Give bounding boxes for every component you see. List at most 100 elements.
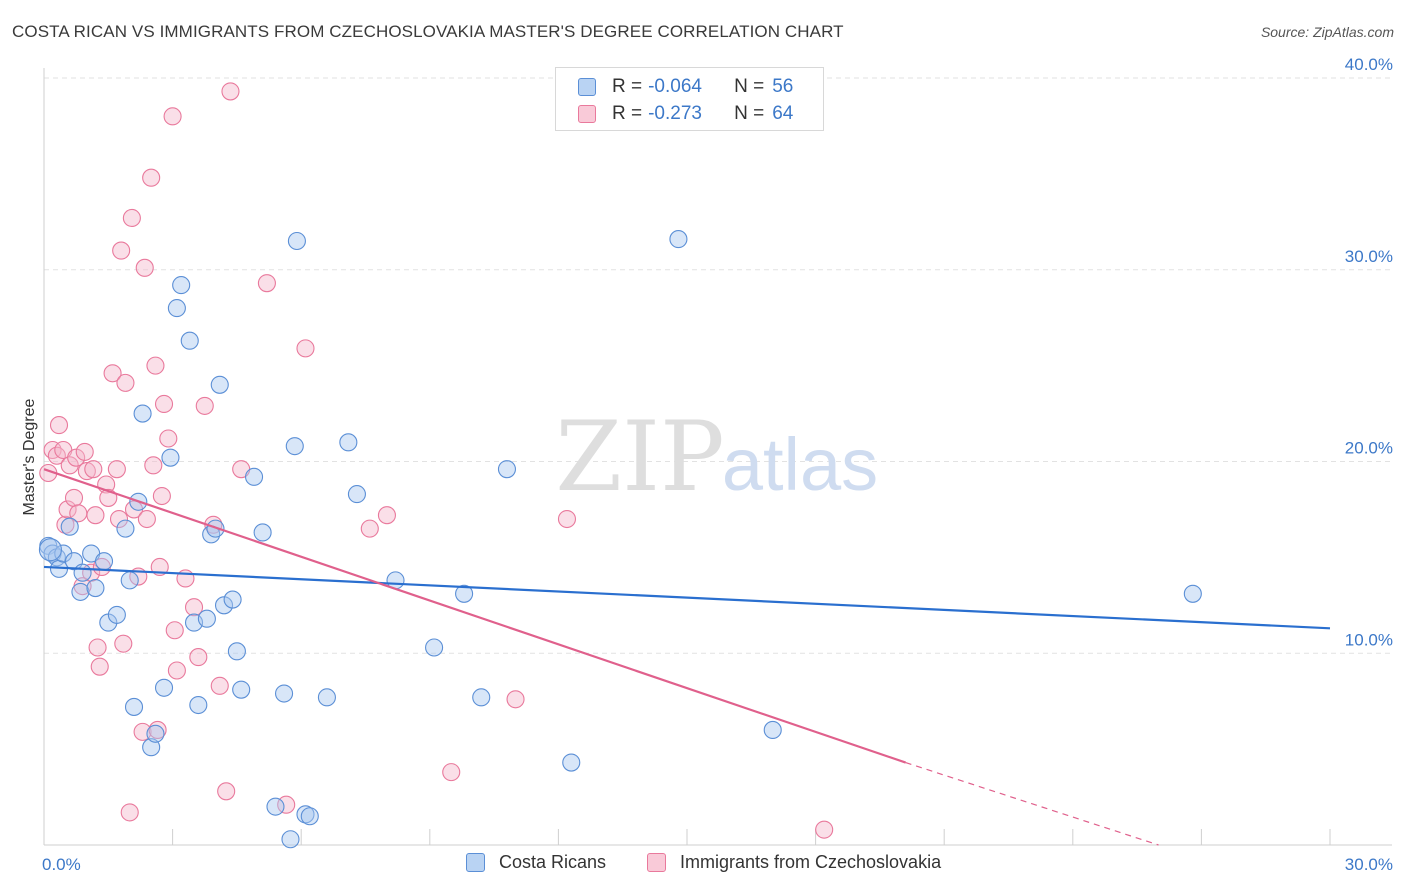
czechoslovakia-point (296, 339, 315, 358)
costa-ricans-point (133, 404, 152, 423)
czechoslovakia-point (49, 416, 69, 435)
legend-swatch-pink (647, 853, 666, 872)
legend-swatch-pink (578, 105, 596, 123)
czechoslovakia-point (116, 373, 135, 392)
czechoslovakia-point (163, 107, 182, 126)
czechoslovakia-point (442, 763, 461, 782)
costa-ricans-point (281, 830, 300, 849)
legend-r-label: R = (612, 76, 643, 97)
legend-label-costa-ricans: Costa Ricans (499, 852, 607, 872)
watermark: ZIP atlas (555, 401, 878, 513)
czechoslovakia-point (221, 82, 240, 101)
czechoslovakia-point (184, 598, 204, 617)
costa-ricans-point (472, 688, 491, 707)
costa-ricans-point (94, 552, 114, 571)
czechoslovakia-point (159, 429, 178, 448)
legend-r-value: -0.273 (648, 103, 702, 124)
czechoslovakia-point (152, 486, 171, 506)
costa-ricans-point (244, 467, 264, 486)
costa-ricans-point (339, 433, 358, 452)
costa-ricans-point (161, 448, 180, 467)
czechoslovakia-point (257, 274, 276, 293)
czechoslovakia-point (103, 364, 122, 383)
czechoslovakia-point (557, 509, 577, 529)
czechoslovakia-point (142, 168, 161, 187)
czechoslovakia-point (120, 803, 139, 822)
costa-ricans-point (107, 605, 126, 624)
costa-ricans-point-cluster (38, 538, 62, 562)
y-axis-label: Master's Degree (21, 398, 38, 515)
czechoslovakia-point (90, 657, 109, 676)
axes (43, 68, 1392, 846)
costa-ricans-point (275, 684, 294, 703)
costa-ricans-point (223, 590, 242, 609)
y-tick-label: 40.0% (1345, 55, 1393, 74)
czechoslovakia-point (210, 676, 229, 695)
costa-ricans-point (562, 753, 581, 772)
costa-ricans-point (120, 571, 139, 590)
trend-lines (43, 468, 1331, 846)
czechoslovakia-point (86, 506, 105, 525)
series-legend: Costa Ricans Immigrants from Czechoslova… (0, 852, 1406, 878)
legend-row-costa-ricans: R = -0.064 N = 56 (578, 75, 793, 99)
costa-ricans-point (154, 678, 174, 697)
costa-ricans-point (189, 695, 208, 715)
costa-ricans-point (497, 460, 517, 479)
costa-ricans-point (172, 276, 191, 295)
gridlines (44, 77, 1392, 654)
costa-ricans-point (232, 680, 251, 699)
costa-ricans-point (142, 738, 161, 757)
legend-r-label: R = (612, 103, 643, 124)
czechoslovakia-trend-line (43, 468, 906, 764)
costa-ricans-point (253, 523, 272, 542)
czechoslovakia-point (64, 488, 84, 507)
legend-r-value: -0.064 (648, 76, 702, 97)
czechoslovakia-point (165, 621, 184, 640)
y-tick-label: 10.0% (1345, 630, 1393, 649)
watermark-zip: ZIP (555, 401, 724, 513)
y-tick-label: 20.0% (1345, 439, 1393, 458)
costa-ricans-point (73, 563, 92, 582)
costa-ricans-point (180, 331, 199, 350)
czechoslovakia-point (84, 460, 103, 479)
costa-ricans-point (669, 230, 688, 249)
czechoslovakia-point (167, 661, 186, 680)
legend-swatch-blue (466, 853, 485, 872)
source-label: Source: ZipAtlas.com (1260, 24, 1394, 40)
costa-ricans-point (1183, 584, 1202, 603)
czechoslovakia-point (217, 782, 236, 801)
czechoslovakia-point (114, 634, 133, 653)
costa-ricans-point (266, 797, 285, 816)
czechoslovakia-point (189, 648, 208, 667)
czechoslovakia-point (75, 442, 94, 461)
czechoslovakia-point (506, 690, 525, 709)
legend-row-czechoslovakia: R = -0.273 N = 64 (578, 102, 793, 126)
czechoslovakia-point (109, 509, 129, 529)
costa-ricans-trend-line (43, 565, 1331, 630)
costa-ricans-point (124, 697, 144, 716)
costa-ricans-point (210, 375, 229, 394)
costa-ricans-point (146, 724, 165, 743)
czechoslovakia-point (137, 509, 156, 529)
y-tick-labels: 10.0% 20.0% 30.0% 40.0% (1345, 55, 1393, 649)
czechoslovakia-point (122, 208, 141, 228)
czechoslovakia-point (107, 460, 126, 479)
costa-ricans-point (287, 231, 306, 251)
costa-ricans-point (71, 582, 90, 601)
czechoslovakia-point (154, 394, 174, 414)
watermark-atlas: atlas (722, 423, 878, 506)
legend-n-value: 56 (772, 76, 794, 97)
czechoslovakia-point (112, 241, 131, 260)
costa-ricans-point (197, 609, 216, 628)
czechoslovakia-point (135, 258, 154, 277)
series-costa-ricans-points (38, 230, 1202, 849)
costa-ricans-point (425, 638, 444, 657)
costa-ricans-point (455, 584, 474, 603)
czechoslovakia-point (99, 488, 118, 507)
legend-swatch-blue (578, 78, 596, 96)
costa-ricans-point (347, 485, 366, 504)
costa-ricans-point (60, 517, 79, 536)
czechoslovakia-point (146, 356, 165, 375)
czechoslovakia-point (195, 396, 214, 415)
